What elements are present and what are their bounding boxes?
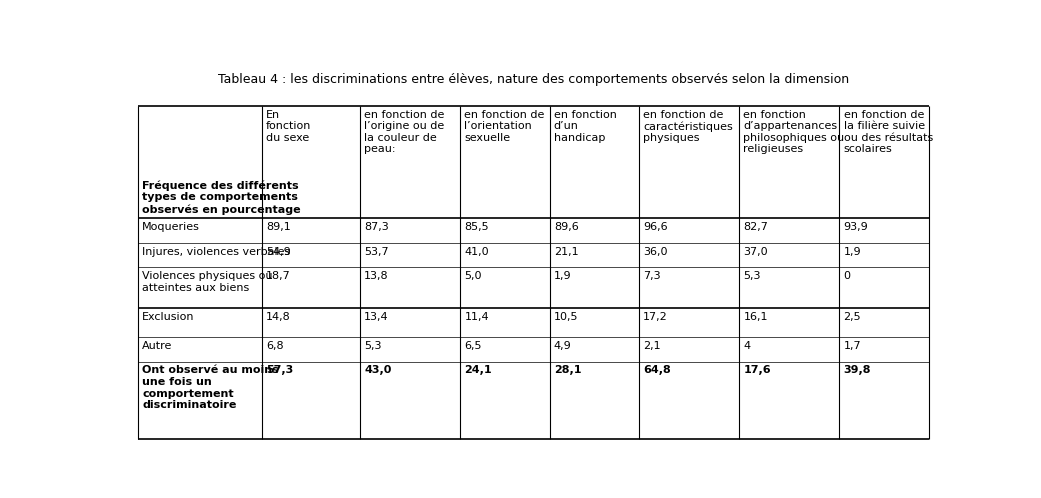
Text: 13,8: 13,8 [364, 271, 389, 281]
Text: 14,8: 14,8 [265, 312, 290, 322]
Text: 18,7: 18,7 [265, 271, 290, 281]
Text: 1,9: 1,9 [554, 271, 572, 281]
Text: 1,9: 1,9 [843, 247, 861, 257]
Text: Tableau 4 : les discriminations entre élèves, nature des comportements observés : Tableau 4 : les discriminations entre él… [218, 73, 849, 86]
Text: 24,1: 24,1 [464, 366, 492, 375]
Text: 5,3: 5,3 [743, 271, 761, 281]
Text: 4,9: 4,9 [554, 341, 572, 351]
Text: 7,3: 7,3 [643, 271, 661, 281]
Text: 96,6: 96,6 [643, 222, 667, 232]
Text: 4: 4 [743, 341, 751, 351]
Text: 1,7: 1,7 [843, 341, 861, 351]
Text: 53,7: 53,7 [364, 247, 389, 257]
Text: en fonction
d’un
handicap: en fonction d’un handicap [554, 110, 616, 143]
Text: Ont observé au moins
une fois un
comportement
discriminatoire: Ont observé au moins une fois un comport… [143, 366, 279, 410]
Text: 16,1: 16,1 [743, 312, 768, 322]
Text: 6,5: 6,5 [464, 341, 482, 351]
Text: 13,4: 13,4 [364, 312, 389, 322]
Text: Exclusion: Exclusion [143, 312, 195, 322]
Text: 5,3: 5,3 [364, 341, 382, 351]
Text: 41,0: 41,0 [464, 247, 489, 257]
Text: 57,3: 57,3 [265, 366, 293, 375]
Text: Violences physiques ou
atteintes aux biens: Violences physiques ou atteintes aux bie… [143, 271, 273, 293]
Text: Moqueries: Moqueries [143, 222, 200, 232]
Text: 6,8: 6,8 [265, 341, 283, 351]
Text: 28,1: 28,1 [554, 366, 581, 375]
Text: Fréquence des différents
types de comportements
observés en pourcentage: Fréquence des différents types de compor… [143, 180, 301, 215]
Text: en fonction de
caractéristiques
physiques: en fonction de caractéristiques physique… [643, 110, 733, 143]
Text: 17,6: 17,6 [743, 366, 771, 375]
Text: Autre: Autre [143, 341, 173, 351]
Text: 37,0: 37,0 [743, 247, 768, 257]
Text: 11,4: 11,4 [464, 312, 489, 322]
Text: 87,3: 87,3 [364, 222, 389, 232]
Text: En
fonction
du sexe: En fonction du sexe [265, 110, 311, 143]
Text: 5,0: 5,0 [464, 271, 482, 281]
Text: Injures, violences verbales: Injures, violences verbales [143, 247, 290, 257]
Text: 89,1: 89,1 [265, 222, 290, 232]
Text: en fonction de
la filière suivie
ou des résultats
scolaires: en fonction de la filière suivie ou des … [843, 110, 933, 154]
Text: 2,1: 2,1 [643, 341, 661, 351]
Text: 10,5: 10,5 [554, 312, 579, 322]
Text: 43,0: 43,0 [364, 366, 391, 375]
Text: 0: 0 [843, 271, 850, 281]
Text: 2,5: 2,5 [843, 312, 861, 322]
Text: 21,1: 21,1 [554, 247, 579, 257]
Text: 54,9: 54,9 [265, 247, 290, 257]
Text: 82,7: 82,7 [743, 222, 768, 232]
Text: 64,8: 64,8 [643, 366, 670, 375]
Text: 17,2: 17,2 [643, 312, 668, 322]
Text: 93,9: 93,9 [843, 222, 868, 232]
Text: 39,8: 39,8 [843, 366, 871, 375]
Text: 85,5: 85,5 [464, 222, 489, 232]
Text: en fonction de
l’origine ou de
la couleur de
peau:: en fonction de l’origine ou de la couleu… [364, 110, 445, 154]
Text: 36,0: 36,0 [643, 247, 667, 257]
Text: en fonction
d’appartenances
philosophiques ou
religieuses: en fonction d’appartenances philosophiqu… [743, 110, 844, 154]
Text: en fonction de
l’orientation
sexuelle: en fonction de l’orientation sexuelle [464, 110, 544, 143]
Text: 89,6: 89,6 [554, 222, 579, 232]
